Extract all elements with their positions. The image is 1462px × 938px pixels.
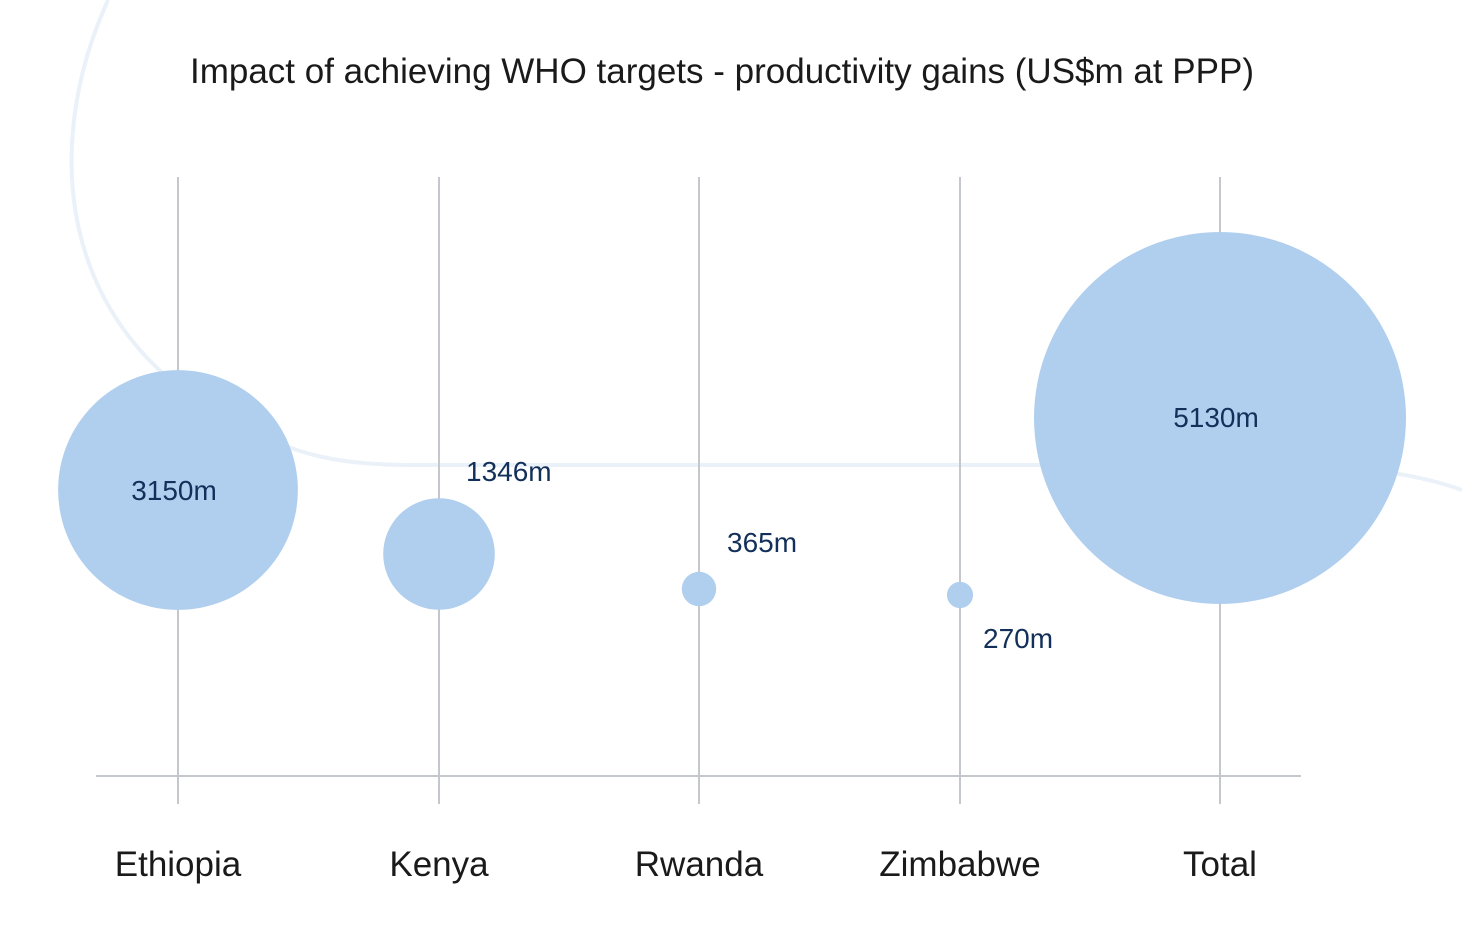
category-label-kenya: Kenya	[389, 845, 489, 884]
value-label-ethiopia: 3150m	[131, 475, 217, 506]
bubble-rwanda	[681, 571, 717, 607]
category-label-rwanda: Rwanda	[635, 845, 764, 884]
value-label-total: 5130m	[1173, 402, 1259, 433]
bubble-total	[1034, 232, 1406, 604]
bubble-kenya	[383, 498, 495, 610]
value-label-kenya: 1346m	[466, 456, 552, 487]
value-label-rwanda: 365m	[727, 527, 797, 558]
bubble-ethiopia	[58, 370, 298, 610]
bubble-zimbabwe	[946, 581, 974, 609]
category-label-zimbabwe: Zimbabwe	[879, 845, 1040, 884]
value-label-zimbabwe: 270m	[983, 623, 1053, 654]
chart-title: Impact of achieving WHO targets - produc…	[190, 52, 1254, 91]
category-label-total: Total	[1183, 845, 1257, 884]
category-label-ethiopia: Ethiopia	[115, 845, 242, 884]
